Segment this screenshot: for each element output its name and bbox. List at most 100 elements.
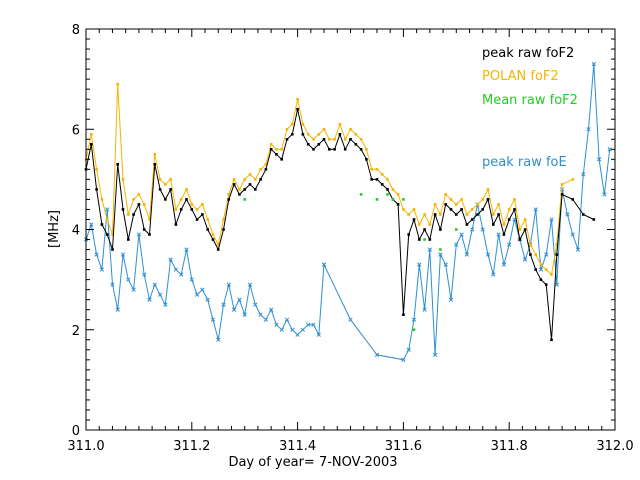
x-tick-label: 311.8 (491, 439, 528, 454)
data-point-polan-fof2 (105, 218, 109, 221)
data-point-peak-raw-foe (432, 352, 438, 357)
series-mean-raw-fof2 (243, 193, 458, 331)
data-point-polan-fof2 (418, 223, 421, 226)
data-point-peak-raw-fof2 (179, 208, 183, 211)
data-point-peak-raw-foe (184, 247, 189, 252)
data-point-peak-raw-foe (284, 317, 290, 322)
data-point-mean-raw-fof2 (439, 248, 442, 251)
data-point-peak-raw-foe (459, 232, 464, 237)
data-point-polan-fof2 (285, 128, 289, 131)
y-tick-label: 0 (72, 424, 80, 439)
data-point-peak-raw-foe (231, 307, 237, 312)
data-point-peak-raw-foe (89, 222, 94, 227)
data-point-mean-raw-fof2 (386, 193, 389, 196)
data-point-peak-raw-fof2 (116, 163, 119, 166)
data-point-peak-raw-foe (374, 352, 380, 357)
data-point-peak-raw-fof2 (111, 248, 114, 251)
data-point-peak-raw-foe (194, 292, 200, 297)
data-point-polan-fof2 (132, 198, 135, 201)
data-point-polan-fof2 (280, 148, 283, 151)
x-tick-label: 311.4 (279, 439, 316, 454)
data-point-polan-fof2 (317, 133, 321, 136)
data-point-polan-fof2 (481, 198, 484, 201)
data-point-peak-raw-fof2 (486, 198, 490, 201)
data-point-peak-raw-fof2 (269, 148, 273, 151)
data-point-polan-fof2 (507, 208, 511, 211)
data-point-peak-raw-fof2 (211, 238, 215, 241)
data-point-peak-raw-fof2 (412, 218, 416, 221)
data-point-peak-raw-foe (554, 282, 559, 287)
data-point-peak-raw-fof2 (370, 178, 373, 181)
data-point-polan-fof2 (195, 208, 199, 211)
data-point-peak-raw-fof2 (317, 143, 321, 146)
data-point-peak-raw-foe (258, 312, 263, 317)
data-point-polan-fof2 (359, 138, 363, 141)
data-point-peak-raw-fof2 (523, 228, 527, 231)
data-point-polan-fof2 (190, 203, 194, 206)
series-polan-fof2 (84, 82, 574, 276)
data-point-peak-raw-foe (189, 277, 194, 282)
data-point-peak-raw-foe (348, 317, 353, 322)
data-point-peak-raw-fof2 (571, 198, 574, 201)
ticks-group: 311.0 311.2 311.4 311.6 311.8 312.0 0 2 4 6 8 (67, 23, 633, 454)
data-point-peak-raw-foe (544, 252, 549, 257)
data-point-peak-raw-fof2 (481, 208, 484, 211)
data-point-peak-raw-fof2 (418, 238, 421, 241)
data-point-peak-raw-foe (105, 207, 110, 212)
data-point-peak-raw-fof2 (296, 107, 299, 111)
data-point-peak-raw-foe (163, 302, 168, 307)
data-point-peak-raw-fof2 (555, 253, 559, 256)
data-point-polan-fof2 (296, 97, 299, 101)
data-point-peak-raw-fof2 (439, 228, 442, 231)
data-point-polan-fof2 (216, 243, 220, 246)
data-point-peak-raw-foe (295, 332, 300, 337)
data-point-polan-fof2 (492, 213, 495, 216)
data-point-peak-raw-foe (120, 252, 126, 257)
data-point-mean-raw-fof2 (359, 193, 363, 196)
plot-series-group (83, 61, 612, 362)
data-point-peak-raw-fof2 (502, 233, 506, 236)
data-point-peak-raw-foe (94, 252, 99, 257)
y-axis-title: [MHz] (47, 210, 62, 248)
legend-entry-peak-raw-foe: peak raw foE (482, 155, 567, 170)
data-point-peak-raw-fof2 (142, 228, 146, 231)
data-point-peak-raw-foe (417, 262, 422, 267)
data-point-peak-raw-fof2 (164, 198, 167, 201)
data-point-peak-raw-fof2 (132, 213, 135, 216)
data-point-peak-raw-foe (454, 242, 459, 247)
data-point-peak-raw-fof2 (285, 138, 289, 141)
data-point-peak-raw-foe (200, 287, 205, 292)
data-point-polan-fof2 (158, 178, 162, 181)
data-point-polan-fof2 (433, 203, 437, 206)
data-point-polan-fof2 (449, 198, 453, 201)
data-point-polan-fof2 (412, 208, 416, 211)
data-point-polan-fof2 (396, 193, 400, 196)
data-point-peak-raw-foe (438, 252, 443, 257)
data-point-peak-raw-fof2 (444, 203, 447, 206)
data-point-peak-raw-fof2 (254, 188, 257, 191)
data-point-peak-raw-fof2 (507, 218, 511, 221)
data-point-peak-raw-foe (126, 277, 131, 282)
data-point-polan-fof2 (444, 193, 447, 196)
data-point-peak-raw-fof2 (518, 238, 522, 241)
data-point-polan-fof2 (116, 82, 119, 86)
data-point-polan-fof2 (465, 213, 469, 216)
data-point-peak-raw-foe (221, 302, 226, 307)
data-point-polan-fof2 (380, 173, 384, 176)
data-point-polan-fof2 (328, 138, 331, 141)
data-point-peak-raw-foe (152, 282, 157, 287)
data-point-peak-raw-fof2 (232, 183, 236, 186)
data-point-peak-raw-foe (274, 322, 279, 327)
data-point-peak-raw-foe (581, 172, 586, 177)
data-point-polan-fof2 (529, 243, 532, 246)
data-point-peak-raw-fof2 (423, 228, 426, 231)
data-point-peak-raw-fof2 (328, 148, 331, 151)
data-point-peak-raw-foe (210, 317, 216, 322)
data-point-polan-fof2 (370, 168, 373, 171)
data-point-polan-fof2 (254, 178, 257, 181)
data-point-peak-raw-foe (253, 302, 258, 307)
data-point-peak-raw-foe (268, 307, 274, 312)
data-point-peak-raw-foe (507, 242, 512, 247)
data-point-peak-raw-foe (470, 227, 475, 232)
